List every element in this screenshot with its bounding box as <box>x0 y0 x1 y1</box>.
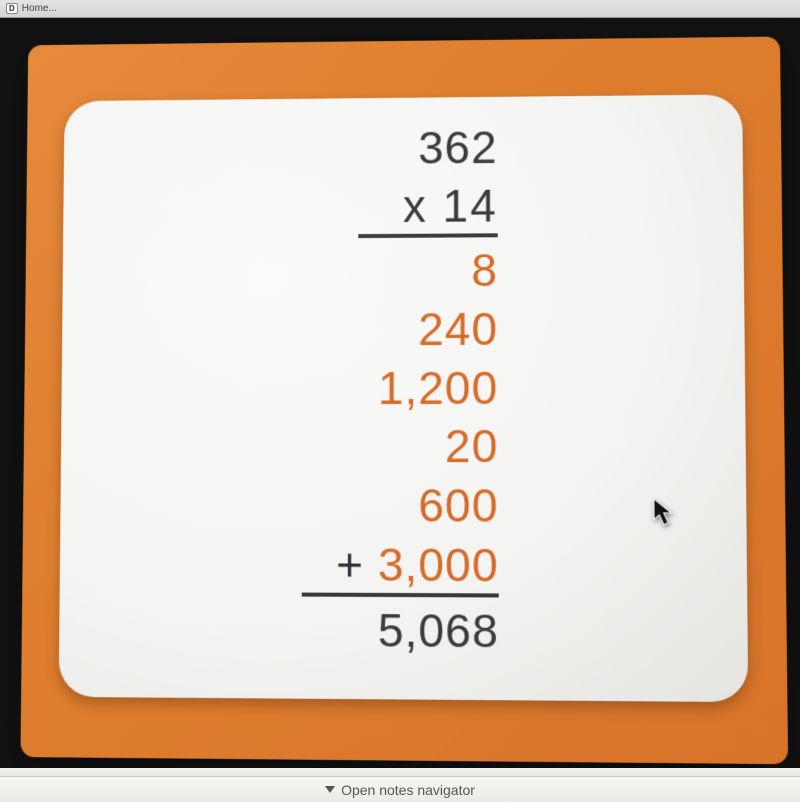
tab-label: Home... <box>22 3 57 14</box>
partial-2: 1,200 <box>302 358 498 417</box>
notes-navigator-label: Open notes navigator <box>341 782 475 798</box>
partial-1: 240 <box>302 300 498 359</box>
light-strip <box>0 768 800 776</box>
partial-0: 8 <box>303 241 498 300</box>
notes-navigator-bar[interactable]: Open notes navigator <box>0 776 800 802</box>
cursor-icon <box>652 498 675 528</box>
result: 5,068 <box>302 601 499 662</box>
multiplicand: 362 <box>303 119 498 179</box>
tab-favicon-d: D <box>6 3 18 14</box>
plus-sign: + <box>336 538 378 591</box>
orange-panel: 362 x 14 8 240 1,200 20 600 + 3,000 5,06… <box>20 37 788 765</box>
browser-topbar: D Home... <box>0 0 800 18</box>
screen-area: 362 x 14 8 240 1,200 20 600 + 3,000 5,06… <box>0 18 800 776</box>
partial-4: 600 <box>302 476 499 536</box>
last-partial-row: + 3,000 <box>302 535 499 595</box>
partial-5: 3,000 <box>378 539 499 592</box>
multiplication-work: 362 x 14 8 240 1,200 20 600 + 3,000 5,06… <box>302 119 499 662</box>
partial-3: 20 <box>302 417 498 476</box>
multiplier-row: x 14 <box>303 177 498 237</box>
content-card: 362 x 14 8 240 1,200 20 600 + 3,000 5,06… <box>59 94 749 702</box>
chevron-down-icon <box>325 786 335 793</box>
